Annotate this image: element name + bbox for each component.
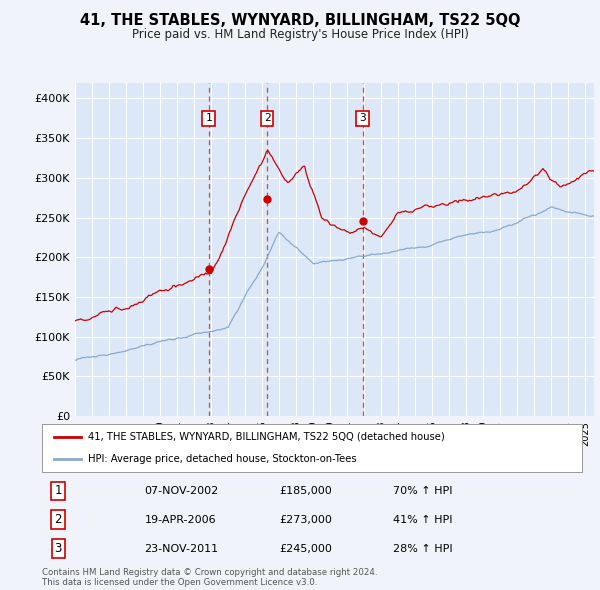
Text: 2: 2 — [264, 113, 271, 123]
Text: 2: 2 — [55, 513, 62, 526]
Text: 1: 1 — [55, 484, 62, 497]
Text: £273,000: £273,000 — [280, 515, 332, 525]
Text: 41, THE STABLES, WYNYARD, BILLINGHAM, TS22 5QQ (detached house): 41, THE STABLES, WYNYARD, BILLINGHAM, TS… — [88, 432, 445, 442]
Text: 41% ↑ HPI: 41% ↑ HPI — [393, 515, 452, 525]
Text: 19-APR-2006: 19-APR-2006 — [145, 515, 216, 525]
Text: 23-NOV-2011: 23-NOV-2011 — [145, 543, 219, 553]
Text: 28% ↑ HPI: 28% ↑ HPI — [393, 543, 452, 553]
Text: Price paid vs. HM Land Registry's House Price Index (HPI): Price paid vs. HM Land Registry's House … — [131, 28, 469, 41]
Text: HPI: Average price, detached house, Stockton-on-Tees: HPI: Average price, detached house, Stoc… — [88, 454, 356, 464]
Text: 07-NOV-2002: 07-NOV-2002 — [145, 486, 219, 496]
Text: 41, THE STABLES, WYNYARD, BILLINGHAM, TS22 5QQ: 41, THE STABLES, WYNYARD, BILLINGHAM, TS… — [80, 13, 520, 28]
Text: 3: 3 — [55, 542, 62, 555]
Text: £185,000: £185,000 — [280, 486, 332, 496]
Text: £245,000: £245,000 — [280, 543, 332, 553]
Text: Contains HM Land Registry data © Crown copyright and database right 2024.
This d: Contains HM Land Registry data © Crown c… — [42, 568, 377, 587]
Text: 1: 1 — [205, 113, 212, 123]
Text: 3: 3 — [359, 113, 366, 123]
Text: 70% ↑ HPI: 70% ↑ HPI — [393, 486, 452, 496]
